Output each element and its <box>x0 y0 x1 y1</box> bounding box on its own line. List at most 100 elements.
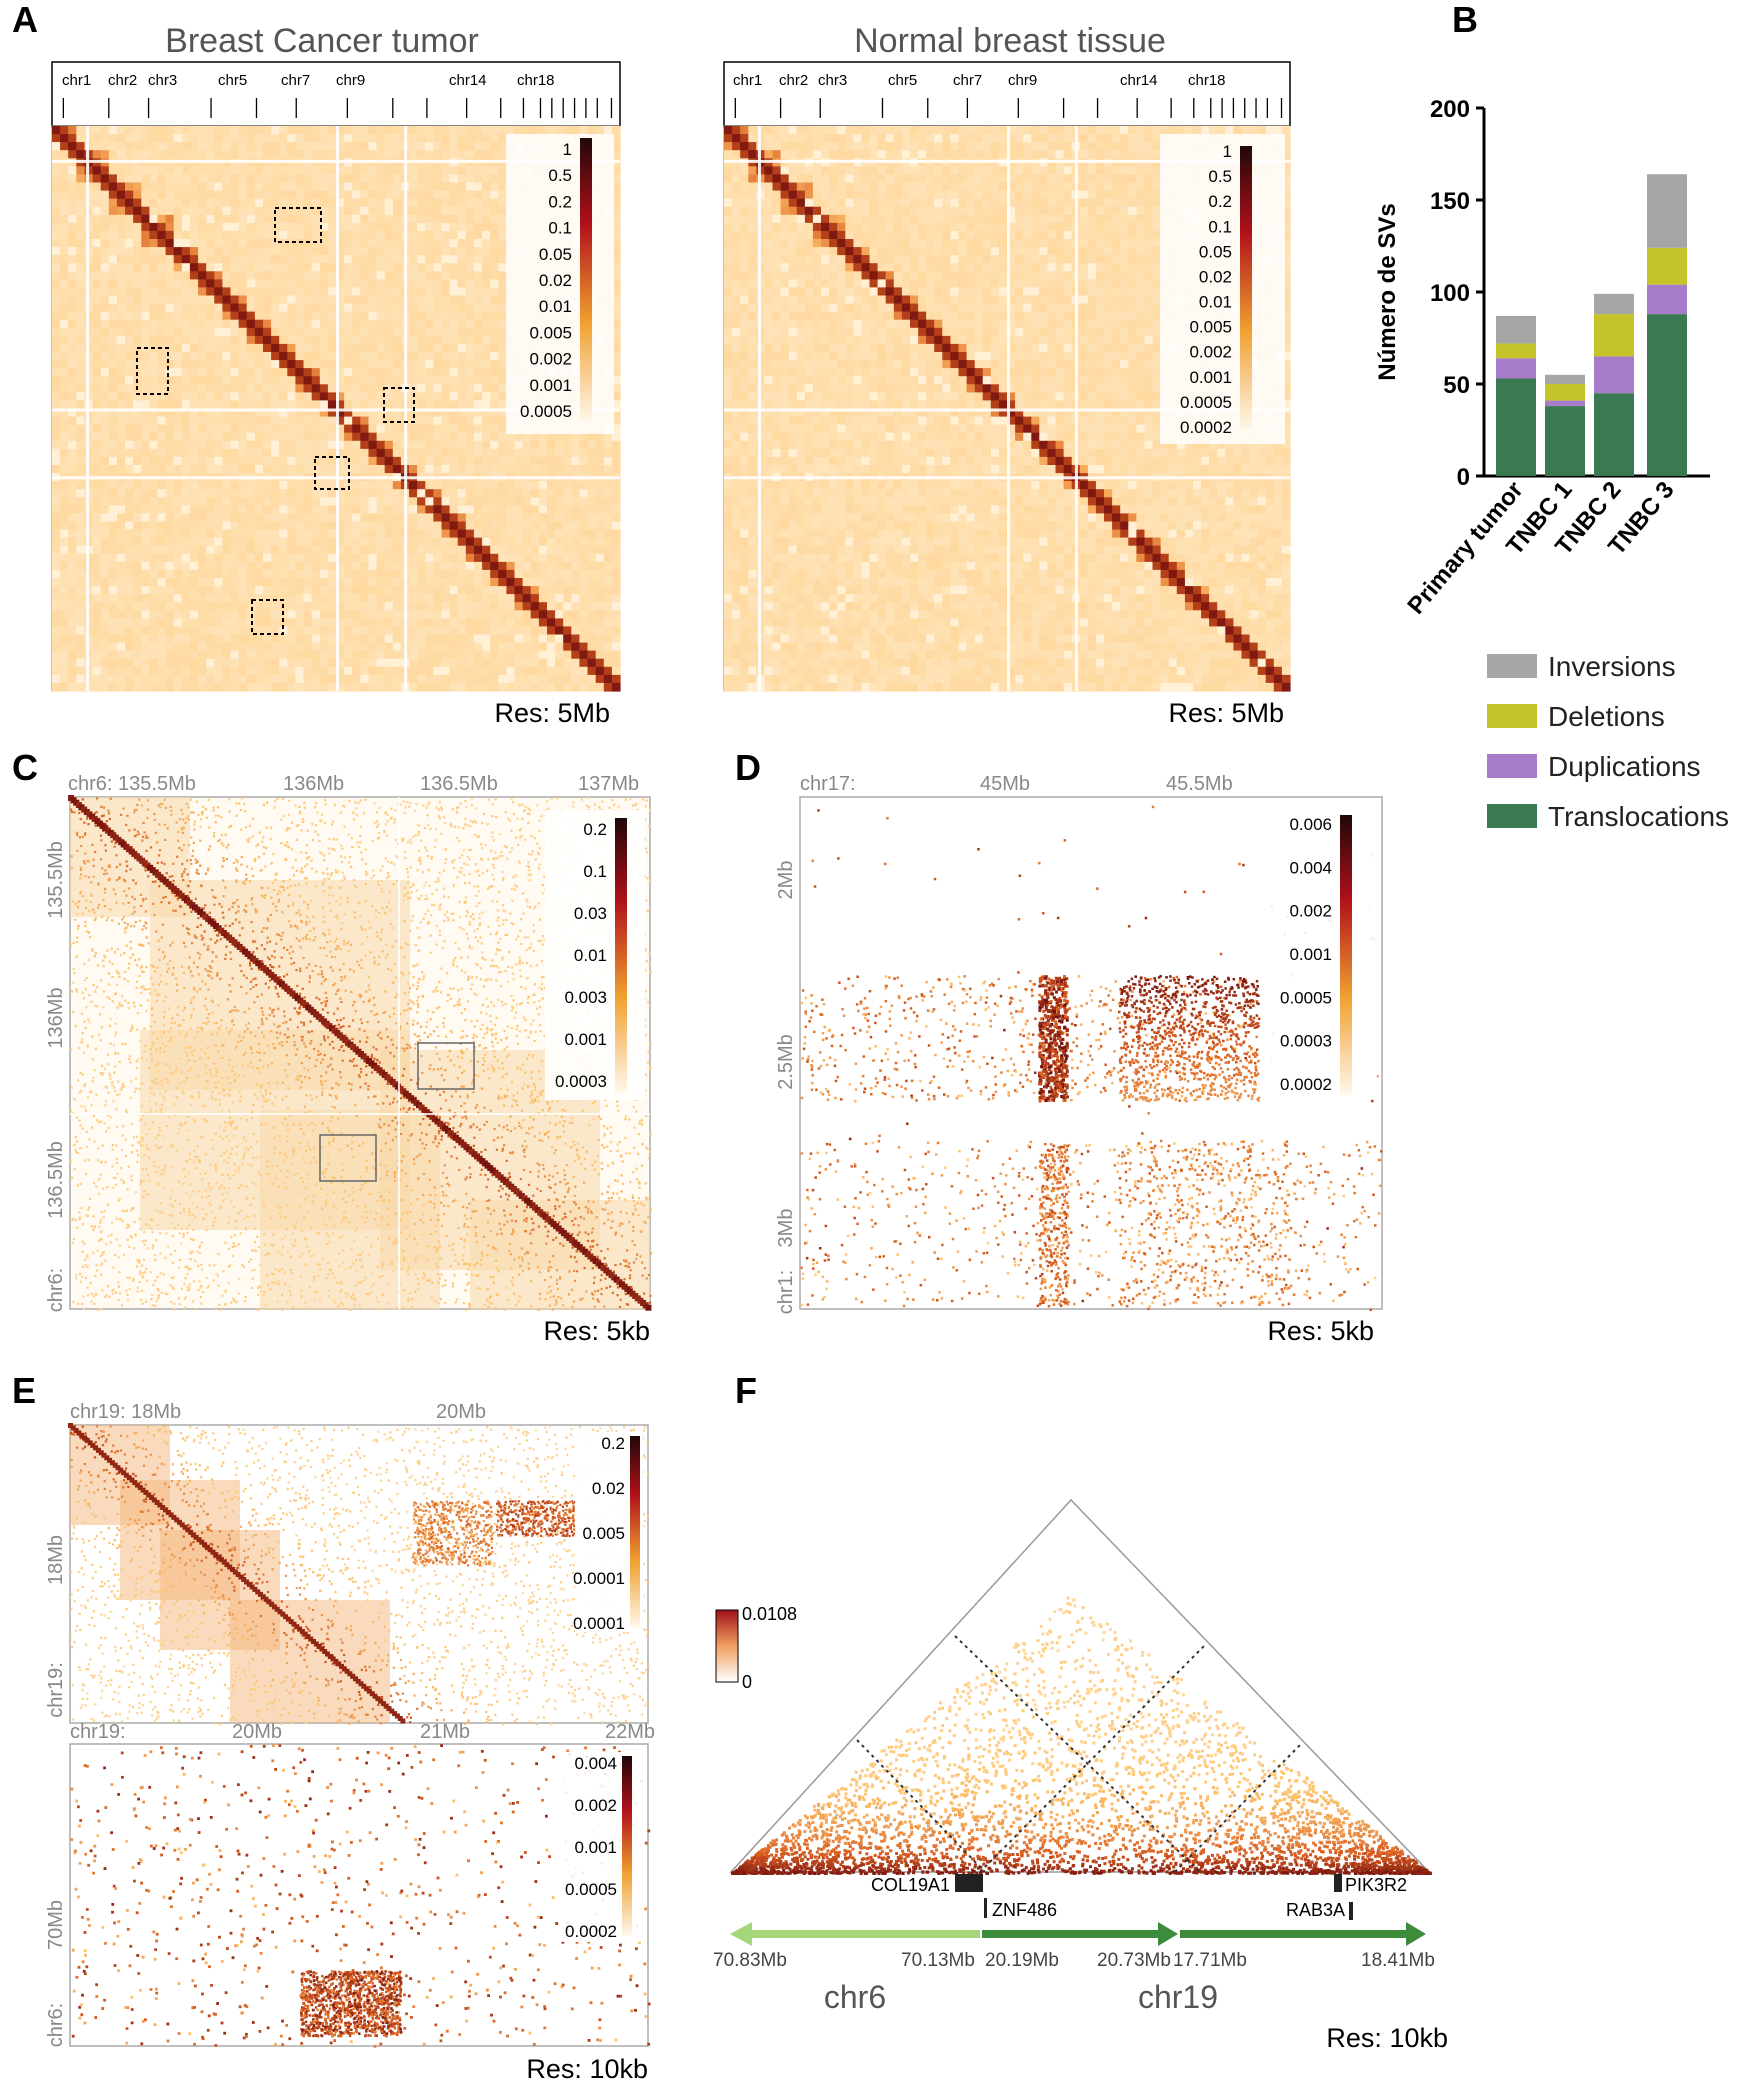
chrom-label: chr9 <box>1008 72 1037 89</box>
y-tick-label: 0 <box>1457 464 1470 491</box>
colorbar-tick: 0.02 <box>539 271 572 290</box>
colorbar-tick: 1 <box>1223 142 1232 161</box>
colorbar-tick: 0.004 <box>1289 858 1332 877</box>
colorbar-tick: 0.0005 <box>1280 988 1332 1007</box>
panel-label-f: F <box>735 1370 757 1411</box>
colorbar-tick: 0.2 <box>583 820 607 839</box>
bar-segment-duplications <box>1594 356 1634 393</box>
colorbar-tick: 0.1 <box>583 862 607 881</box>
y-tick-label: 70Mb <box>45 1900 67 1950</box>
chrom-label: chr9 <box>336 72 365 89</box>
resolution-label: Res: 5kb <box>1267 1316 1374 1346</box>
legend-label: Inversions <box>1548 651 1676 682</box>
colorbar-tick: 0.0001 <box>573 1569 625 1588</box>
resolution-label: Res: 10kb <box>526 2054 648 2084</box>
chrom-label: chr1 <box>733 72 762 89</box>
chrom-label: chr5 <box>888 72 917 89</box>
bar-segment-duplications <box>1545 401 1585 407</box>
colorbar-top: 0.2 0.02 0.005 0.0001 0.0001 <box>573 1432 643 1633</box>
colorbar: 10.50.20.10.050.020.010.0050.0020.0010.0… <box>1160 134 1285 444</box>
gene-label: PIK3R2 <box>1345 1875 1407 1895</box>
x-tick-label: 20Mb <box>232 1721 282 1743</box>
colorbar-tick: 0.0003 <box>555 1072 607 1091</box>
bar-segment-inversions <box>1545 375 1585 384</box>
coord-label: 18.41Mb <box>1361 1950 1435 1971</box>
y-tick-label: 18Mb <box>45 1535 67 1585</box>
colorbar-tick: 0.5 <box>1208 167 1232 186</box>
coord-label: 70.83Mb <box>713 1950 787 1971</box>
chrom-label: chr3 <box>148 72 177 89</box>
panel-c-heatmap: chr6: 135.5Mb 136Mb 136.5Mb 137Mb 135.5M… <box>45 773 652 1346</box>
colorbar-min: 0 <box>742 1672 752 1692</box>
colorbar-tick: 0.02 <box>592 1479 625 1498</box>
chrom-label: chr2 <box>108 72 137 89</box>
y-tick-label: chr19: <box>45 1662 67 1718</box>
arrow-chr19-a <box>982 1922 1178 1946</box>
bar-segment-deletions <box>1545 384 1585 401</box>
legend-swatch <box>1487 804 1537 828</box>
colorbar-tick: 0.2 <box>601 1434 625 1453</box>
y-tick-label: 2Mb <box>775 861 797 900</box>
colorbar-f: 0.0108 0 <box>716 1604 797 1692</box>
x-tick-label: 136.5Mb <box>420 773 498 795</box>
colorbar-tick: 0.006 <box>1289 815 1332 834</box>
chrom-label: chr3 <box>818 72 847 89</box>
colorbar-tick: 0.1 <box>548 219 572 238</box>
colorbar-tick: 0.005 <box>582 1524 625 1543</box>
y-tick-label: 200 <box>1430 96 1470 123</box>
colorbar-max: 0.0108 <box>742 1604 797 1624</box>
bar-segment-inversions <box>1594 294 1634 314</box>
legend-swatch <box>1487 704 1537 728</box>
chrom-label: chr14 <box>1120 72 1158 89</box>
colorbar-tick: 0.01 <box>574 946 607 965</box>
colorbar-tick: 0.0001 <box>573 1614 625 1633</box>
colorbar-tick: 0.01 <box>539 297 572 316</box>
colorbar-tick: 0.0002 <box>1280 1075 1332 1094</box>
gene-track: COL19A1 ZNF486 PIK3R2 RAB3A <box>871 1874 1407 1920</box>
x-tick-label: 22Mb <box>605 1721 655 1743</box>
y-tick-label: chr6: <box>45 1268 67 1312</box>
bars <box>1496 174 1687 476</box>
x-tick-label: chr19: 18Mb <box>70 1401 181 1423</box>
chrom-label: chr18 <box>1188 72 1226 89</box>
colorbar-tick: 0.005 <box>1189 318 1232 337</box>
colorbar-tick: 0.1 <box>1208 217 1232 236</box>
chrom-label-f: chr6 <box>824 1979 886 2015</box>
resolution-label: Res: 10kb <box>1326 2023 1448 2053</box>
colorbar-tick: 0.001 <box>1189 368 1232 387</box>
panel-label-e: E <box>12 1370 36 1411</box>
colorbar-tick: 0.0003 <box>1280 1032 1332 1051</box>
map-title: Breast Cancer tumor <box>165 22 479 60</box>
chromosome-ticks <box>63 98 611 118</box>
colorbar-tick: 0.03 <box>574 904 607 923</box>
y-tick-label: chr1: <box>775 1270 797 1314</box>
chrom-label: chr18 <box>517 72 555 89</box>
bar-segment-translocations <box>1647 314 1687 476</box>
legend-swatch <box>1487 654 1537 678</box>
x-tick-label: 45Mb <box>980 773 1030 795</box>
resolution-label: Res: 5Mb <box>494 698 610 728</box>
chrom-label: chr5 <box>218 72 247 89</box>
resolution-label: Res: 5kb <box>543 1316 650 1346</box>
y-tick-label: 50 <box>1443 372 1470 399</box>
chrom-label: chr1 <box>62 72 91 89</box>
bar-segment-translocations <box>1594 393 1634 476</box>
y-tick-label: 3Mb <box>775 1209 797 1248</box>
x-tick-label: 136Mb <box>283 773 344 795</box>
coord-label: 70.13Mb <box>901 1950 975 1971</box>
x-tick-label: 21Mb <box>420 1721 470 1743</box>
coord-label: 20.73Mb <box>1097 1950 1171 1971</box>
chromosome-ticks <box>735 98 1281 118</box>
y-tick-label: 135.5Mb <box>45 841 67 919</box>
panel-a: Breast Cancer tumor chr1 chr2 chr3 chr5 … <box>52 22 1291 728</box>
colorbar-tick: 0.002 <box>1289 902 1332 921</box>
x-tick-label: 45.5Mb <box>1166 773 1233 795</box>
chrom-label: chr7 <box>281 72 310 89</box>
gene-label: COL19A1 <box>871 1875 950 1895</box>
panel-f-triangle: 0.0108 0 COL19A1 ZNF486 PIK3R2 RAB3A 70.… <box>713 1500 1448 2053</box>
orientation-arrows <box>730 1922 1426 1946</box>
legend: InversionsDeletionsDuplicationsTransloca… <box>1487 651 1729 832</box>
